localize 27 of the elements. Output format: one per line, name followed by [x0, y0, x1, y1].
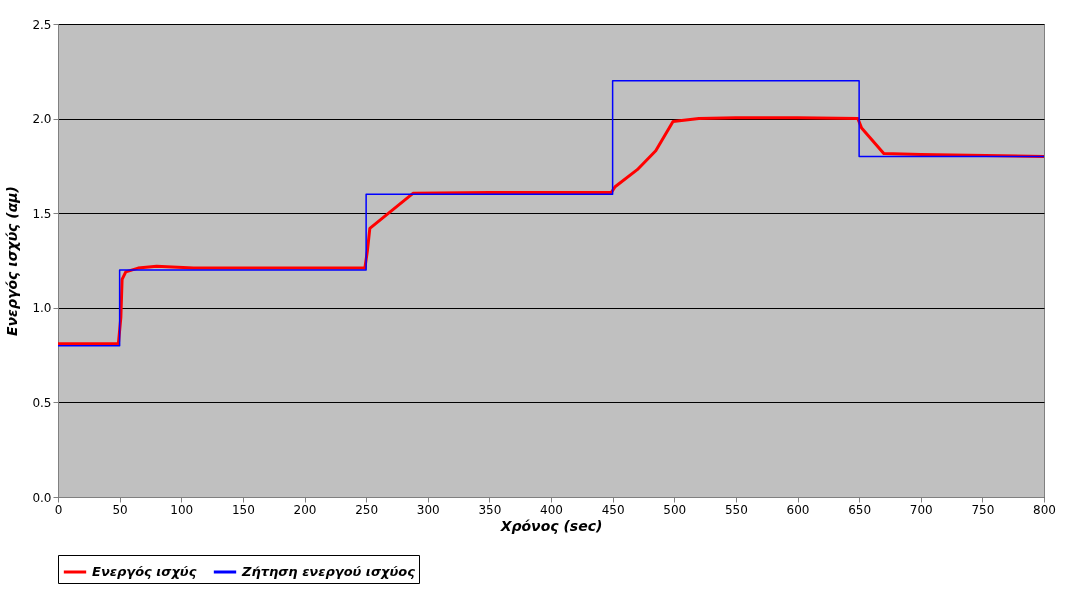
x-tick-label: 450 [601, 502, 625, 517]
x-tick-label: 250 [355, 502, 379, 517]
y-tick-label: 1.0 [32, 301, 52, 316]
x-tick-label: 650 [848, 502, 872, 517]
y-tick-label: 1.5 [32, 206, 52, 221]
x-tick-label: 300 [416, 502, 440, 517]
x-tick-label: 550 [724, 502, 748, 517]
x-tick-label: 800 [1033, 502, 1056, 517]
x-axis-title: Χρόνος (sec) [499, 517, 603, 534]
y-tick-label: 2.5 [32, 17, 52, 32]
y-tick-label: 2.0 [32, 112, 52, 127]
x-tick-label: 0 [54, 502, 63, 517]
x-tick-label: 400 [540, 502, 563, 517]
y-tick-label: 0.0 [32, 490, 52, 505]
x-tick-label: 100 [170, 502, 194, 517]
legend-label: Ενεργός ισχύς [92, 564, 197, 579]
x-tick-label: 150 [231, 502, 255, 517]
x-tick-label: 500 [663, 502, 687, 517]
y-axis-title: Ενεργός ισχύς (αμ) [4, 186, 21, 336]
x-tick-label: 200 [293, 502, 317, 517]
y-tick-label: 0.5 [32, 395, 52, 410]
x-tick-label: 600 [786, 502, 810, 517]
legend-label: Ζήτηση ενεργού ισχύος [241, 564, 416, 579]
x-tick-label: 50 [112, 502, 128, 517]
x-tick-label: 750 [971, 502, 995, 517]
x-tick-label: 350 [478, 502, 502, 517]
x-tick-label: 700 [909, 502, 933, 517]
